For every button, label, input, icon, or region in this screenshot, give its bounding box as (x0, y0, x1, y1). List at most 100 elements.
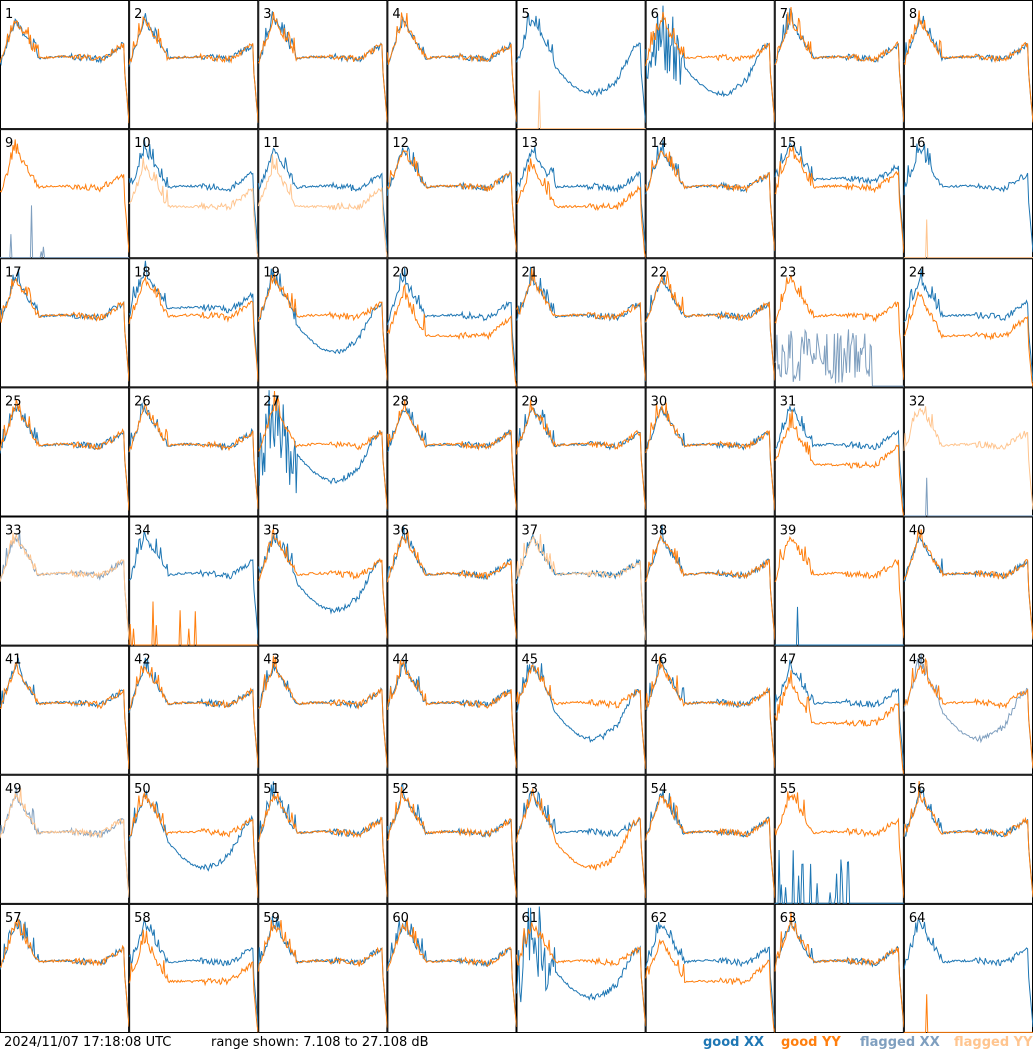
tile-frame (774, 387, 904, 517)
series-xx-line (386, 659, 517, 769)
legend-good-yy: good YY (781, 1035, 841, 1050)
tile-frame (0, 129, 130, 259)
spectrum-tile-14: 14 (645, 129, 776, 259)
tile-label: 18 (134, 265, 151, 280)
series-yy-line (645, 402, 776, 511)
series-xx-line (774, 659, 905, 770)
series-xx-line (774, 606, 904, 646)
series-yy-line (0, 19, 130, 124)
series-yy-line (128, 791, 259, 899)
series-yy-line (516, 158, 647, 258)
spectrum-tile-32: 32 (903, 387, 1033, 517)
legend-flagged-xx: flagged XX (860, 1035, 940, 1050)
tile-label: 23 (780, 265, 797, 280)
series-xx-line (516, 906, 647, 1027)
series-yy-line (257, 154, 388, 258)
tile-label: 28 (392, 394, 409, 409)
tile-frame (258, 129, 388, 259)
series-yy-line (645, 150, 776, 252)
series-xx-line (0, 18, 130, 123)
series-yy-line (516, 922, 647, 1027)
spectrum-tile-50: 50 (128, 774, 259, 904)
tile-label: 19 (263, 265, 280, 280)
timestamp: 2024/11/07 17:18:08 UTC (4, 1035, 172, 1050)
series-yy-line (258, 655, 388, 768)
tile-label: 62 (651, 911, 668, 926)
series-xx-line (386, 526, 517, 640)
series-yy-line (386, 399, 517, 511)
series-xx-line (0, 657, 130, 769)
series-xx-line (386, 267, 517, 381)
spectrum-tile-61: 61 (516, 903, 647, 1033)
spectrum-tile-6: 6 (645, 0, 776, 130)
series-xx-line (257, 533, 388, 639)
spectrum-tile-9: 9 (0, 129, 130, 259)
tile-frame (645, 645, 775, 775)
series-xx-line (645, 659, 776, 768)
spectrum-tile-52: 52 (386, 774, 517, 904)
tile-label: 51 (263, 782, 280, 797)
spectrum-tile-17: 17 (0, 258, 130, 388)
series-yy-line (516, 267, 647, 381)
series-xx-line (128, 919, 259, 1028)
series-yy-line (257, 273, 388, 381)
tile-label: 54 (651, 782, 668, 797)
spectrum-tile-30: 30 (645, 387, 776, 517)
spectrum-tile-56: 56 (903, 774, 1033, 904)
spectrum-tile-21: 21 (516, 258, 647, 388)
tile-label: 57 (5, 911, 22, 926)
tile-label: 33 (5, 524, 22, 539)
series-xx-line (0, 530, 130, 639)
series-xx-line (516, 662, 647, 769)
series-xx-line (903, 143, 1033, 253)
series-yy-line (645, 938, 776, 1033)
tile-label: 21 (522, 265, 539, 280)
series-xx-line (903, 477, 1033, 517)
series-yy-line (645, 656, 776, 769)
tile-label: 49 (5, 782, 22, 797)
spectrum-tile-43: 43 (257, 645, 388, 775)
series-yy-line (903, 10, 1033, 123)
spectrum-tile-44: 44 (386, 645, 517, 775)
series-yy-line (774, 911, 905, 1028)
series-xx-line (516, 789, 647, 899)
tile-label: 31 (780, 394, 797, 409)
series-yy-line (0, 532, 130, 640)
series-yy-line (903, 219, 1033, 259)
footer: 2024/11/07 17:18:08 UTC range shown: 7.1… (0, 1033, 1033, 1053)
series-yy-line (386, 149, 517, 253)
series-yy-line (903, 291, 1033, 387)
spectrum-tile-28: 28 (386, 387, 517, 517)
spectrum-tile-2: 2 (128, 0, 259, 130)
spectrum-tile-63: 63 (774, 903, 905, 1033)
series-xx-line (386, 145, 517, 251)
tile-frame (774, 0, 904, 130)
tile-label: 64 (909, 911, 926, 926)
series-xx-line (386, 917, 517, 1027)
tile-label: 48 (909, 653, 926, 668)
series-xx-line (0, 786, 130, 899)
series-yy-line (903, 994, 1033, 1033)
spectrum-tile-24: 24 (903, 258, 1033, 388)
spectrum-tile-1: 1 (0, 0, 130, 130)
series-yy-line (0, 919, 130, 1027)
spectrum-tile-34: 34 (128, 516, 259, 646)
tile-label: 7 (780, 7, 788, 22)
tile-frame (0, 0, 130, 130)
series-yy-line (774, 274, 905, 380)
series-yy-line (774, 536, 905, 639)
series-xx-line (128, 657, 259, 770)
spectrum-tile-51: 51 (257, 774, 388, 904)
spectrum-tile-12: 12 (386, 129, 517, 259)
series-xx-line (645, 790, 776, 898)
spectrum-tile-25: 25 (0, 387, 130, 517)
spectrum-tile-37: 37 (516, 516, 647, 646)
tile-frame (129, 903, 259, 1033)
series-xx-line (774, 328, 904, 387)
tile-label: 2 (134, 7, 142, 22)
tile-label: 35 (263, 524, 280, 539)
spectrum-tile-58: 58 (128, 903, 259, 1033)
tile-frame (387, 387, 517, 517)
spectrum-tile-7: 7 (774, 0, 905, 130)
